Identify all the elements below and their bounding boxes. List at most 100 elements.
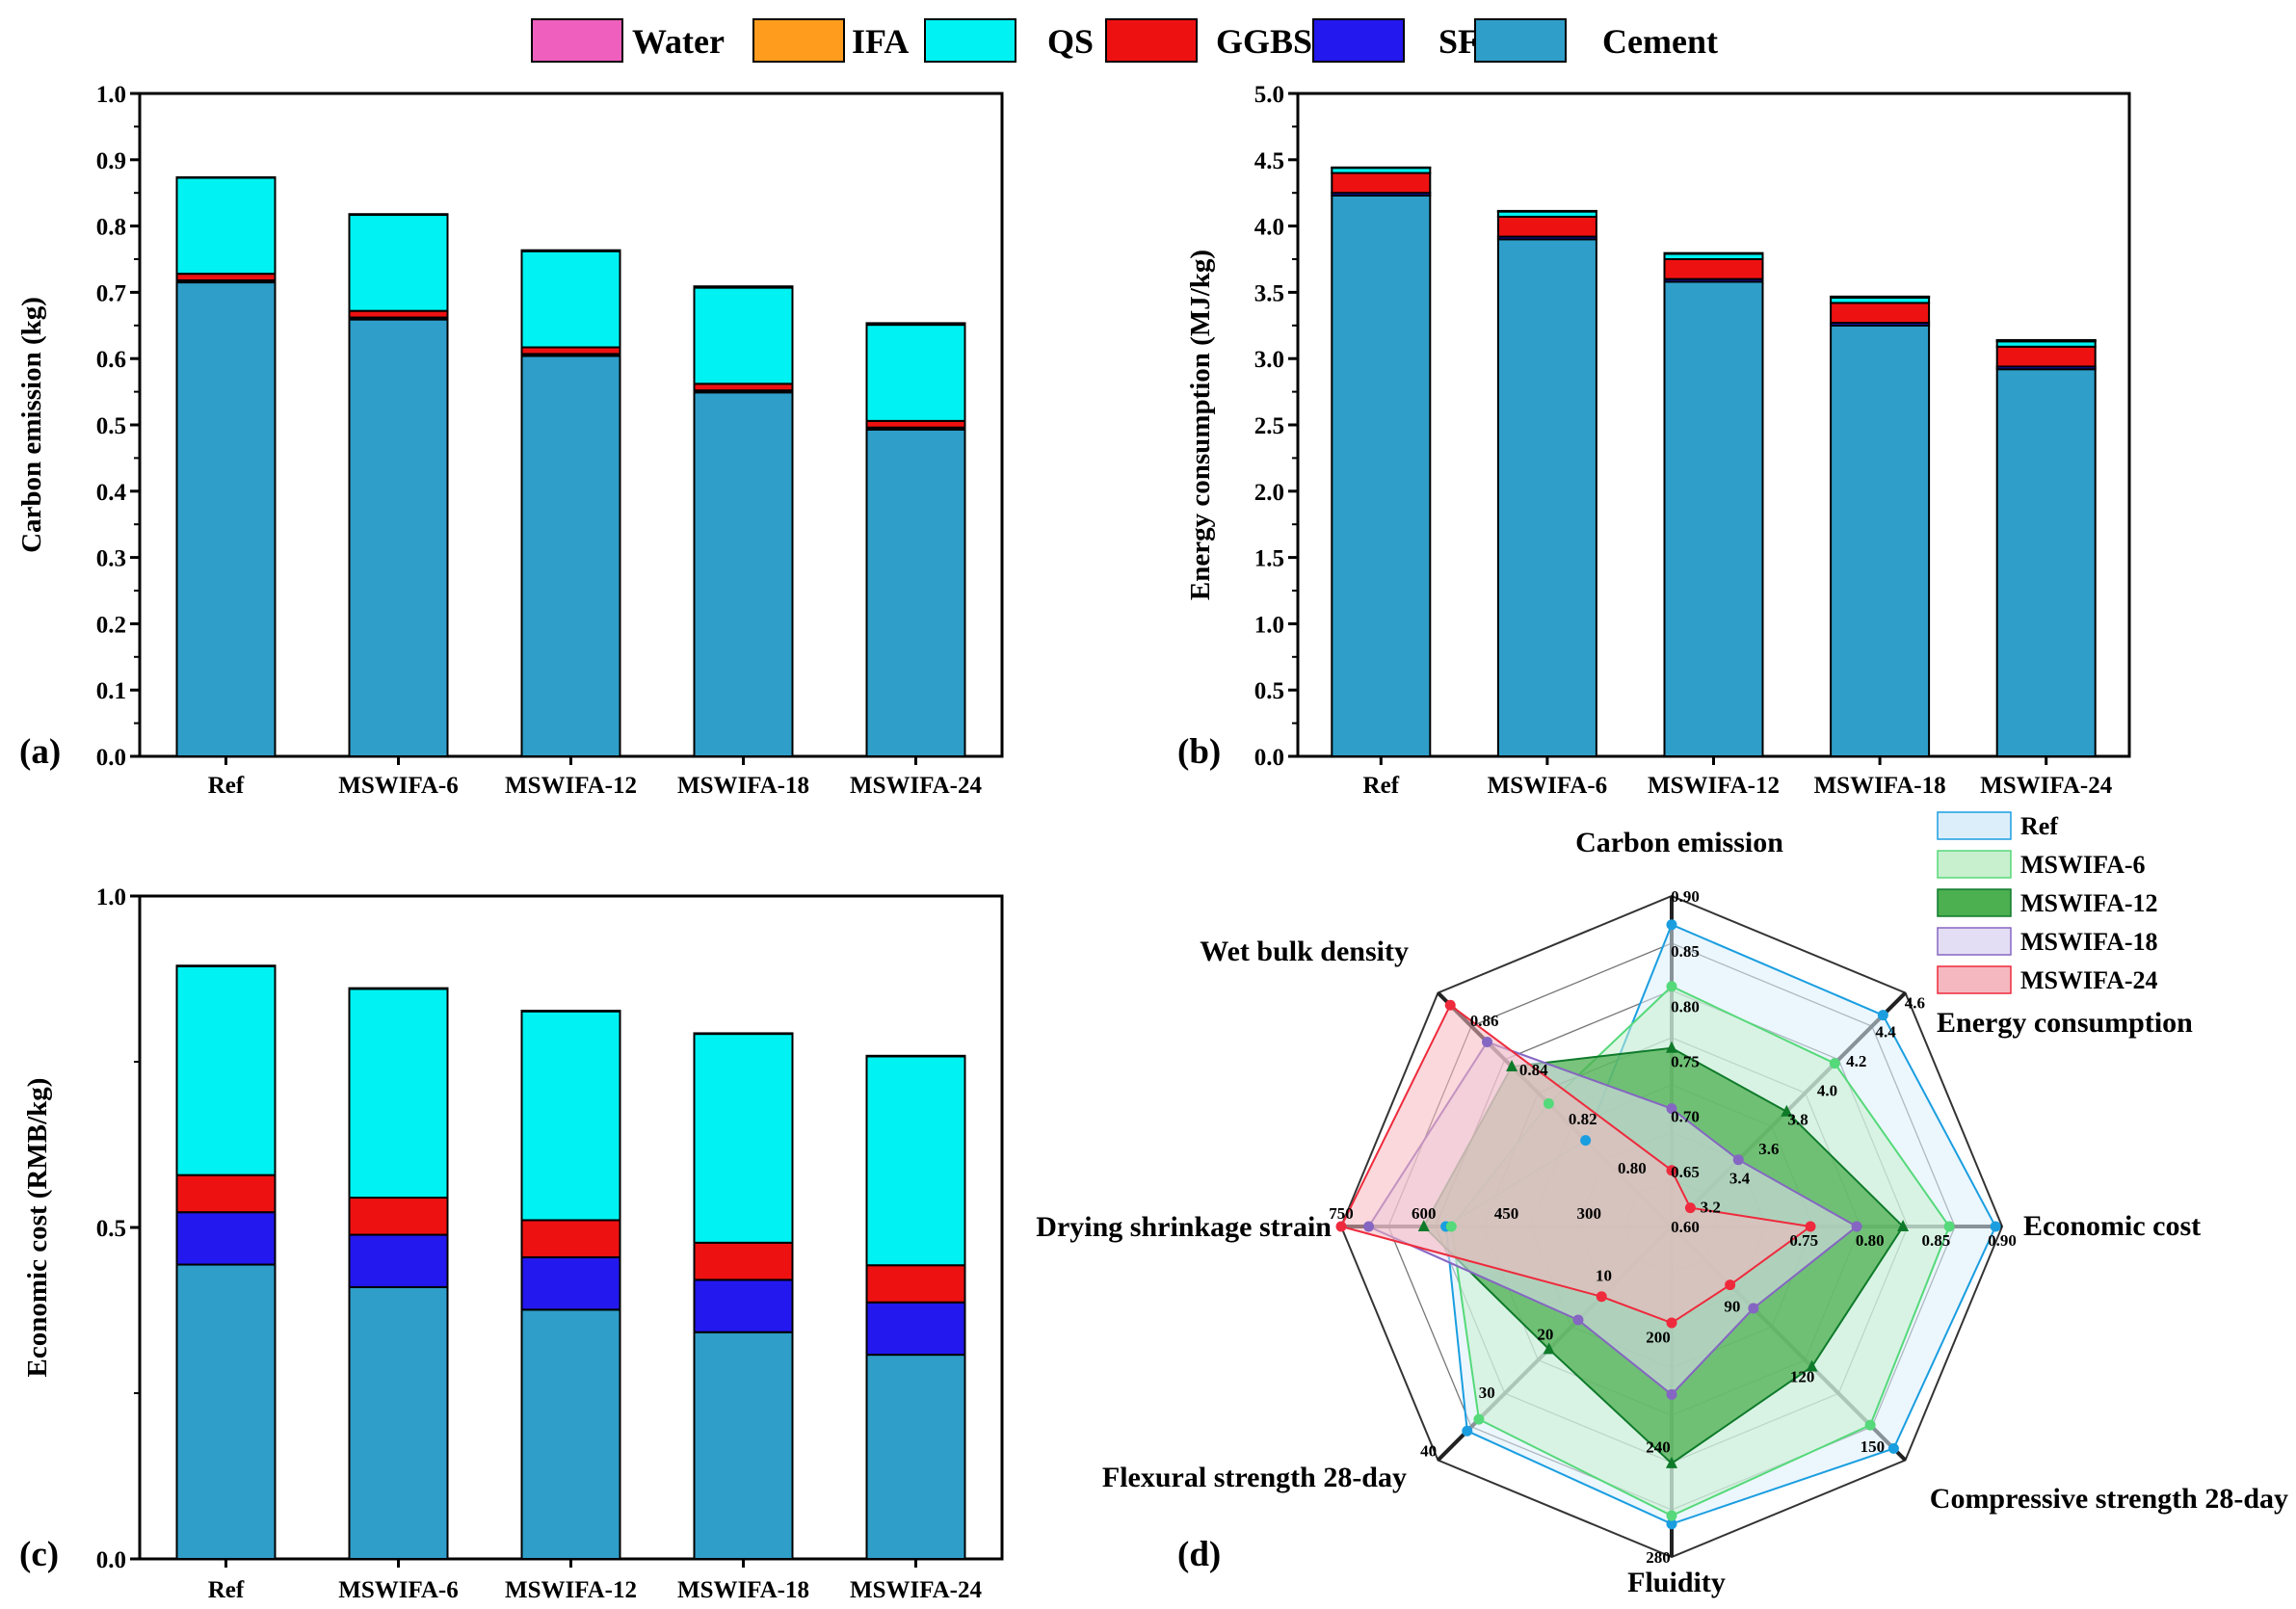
radar-axis-label: Compressive strength 28-day (1930, 1483, 2288, 1515)
y-tick-label: 0.6 (96, 347, 126, 373)
radar-legend-swatch (1937, 927, 2012, 956)
radar-tick-label: 240 (1646, 1438, 1671, 1457)
y-tick-label: 1.0 (96, 82, 126, 108)
bar-segment-cement (865, 428, 966, 757)
radar-tick-label: 300 (1577, 1204, 1602, 1223)
bar-segment-qs (693, 1033, 794, 1244)
radar-tick-label: 0.80 (1671, 997, 1700, 1016)
x-category-label: Ref (208, 1577, 245, 1603)
radar-tick-label: 0.86 (1470, 1012, 1499, 1030)
radar-tick-label: 4.0 (1817, 1081, 1837, 1099)
x-category-label: MSWIFA-12 (505, 773, 637, 799)
bar-segment-qs (175, 964, 277, 1176)
radar-axis-label: Energy consumption (1937, 1007, 2193, 1039)
legend-swatch-cement (1474, 18, 1567, 63)
radar-point-mswifa-24 (1805, 1221, 1816, 1232)
legend-label-cement: Cement (1602, 22, 1718, 61)
radar-tick-label: 280 (1646, 1548, 1671, 1567)
radar-tick-label: 0.84 (1519, 1061, 1548, 1079)
y-tick-label: 0.8 (96, 215, 126, 241)
y-tick-label: 0.7 (96, 280, 126, 306)
radar-legend-label: MSWIFA-6 (2020, 851, 2146, 879)
radar-tick-label: 3.2 (1701, 1199, 1721, 1217)
radar-tick-label: 0.75 (1671, 1053, 1700, 1071)
panel-label: (b) (1177, 732, 1221, 772)
bar-segment-ggbs (175, 1174, 277, 1214)
radar-tick-label: 3.6 (1758, 1140, 1779, 1158)
bar-segment-ggbs (1995, 345, 2097, 368)
panel-label: (d) (1177, 1535, 1221, 1574)
y-tick-label: 5.0 (1254, 82, 1284, 108)
x-category-label: MSWIFA-24 (850, 1577, 983, 1603)
bar-segment-ggbs (520, 346, 621, 356)
radar-point-mswifa-6 (1445, 1221, 1457, 1232)
bar-segment-qs (348, 213, 449, 312)
bar-segment-sf (693, 1279, 794, 1333)
bar-segment-water (865, 1054, 966, 1058)
bar-segment-qs (348, 988, 449, 1200)
legend-swatch-water (531, 18, 623, 63)
radar-point-mswifa-18 (1572, 1314, 1584, 1326)
radar-point-ref (1580, 1135, 1592, 1147)
bar-segment-sf (348, 1233, 449, 1288)
panel-a-carbon-emission-chart: 0.0 0.1 0.2 0.3 0.4 0.5 0.6 0.7 0.8 0.9 1.0 Ref MSWI… (16, 82, 1004, 799)
top-legend: Water IFA QS GGBS SF Cement (531, 18, 1718, 63)
radar-point-mswifa-12 (1417, 1220, 1430, 1231)
bar-segment-cement (1496, 238, 1597, 758)
x-category-label: MSWIFA-18 (677, 1577, 809, 1603)
radar-axis-label: Wet bulk density (1200, 936, 1409, 967)
bar-segment-qs (865, 1055, 966, 1267)
bar-segment-water (865, 322, 966, 325)
bar-segment-sf (865, 1301, 966, 1357)
radar-point-mswifa-6 (1666, 1510, 1677, 1521)
x-category-label: Ref (1363, 773, 1400, 799)
radar-point-mswifa-24 (1596, 1291, 1607, 1303)
bar-segment-qs (520, 1010, 621, 1222)
bar-segment-cement (520, 355, 621, 757)
bar-segment-ggbs (1663, 258, 1764, 280)
legend-swatch-sf (1312, 18, 1405, 63)
radar-point-ref (1666, 919, 1677, 931)
legend-label-water: Water (632, 22, 725, 61)
y-axis-label: Economic cost (RMB/kg) (22, 1078, 53, 1378)
bar-segment-water (348, 213, 449, 216)
bar-segment-qs (693, 286, 794, 385)
bar-segment-qs (520, 250, 621, 349)
panel-label: (a) (19, 732, 61, 772)
bar-segment-water (693, 285, 794, 288)
radar-legend-swatch (1937, 850, 2012, 879)
bar-segment-cement (693, 1331, 794, 1560)
y-tick-label: 0.0 (96, 745, 126, 771)
radar-point-mswifa-24 (1335, 1221, 1347, 1232)
bar-segment-ggbs (693, 382, 794, 392)
bar-segment-ggbs (520, 1219, 621, 1258)
y-tick-label: 2.0 (1254, 480, 1284, 506)
radar-tick-label: 0.80 (1856, 1231, 1885, 1250)
radar-tick-label: 3.4 (1729, 1169, 1751, 1187)
radar-point-mswifa-12 (1506, 1060, 1518, 1072)
radar-point-mswifa-24 (1666, 1165, 1677, 1176)
legend-label-qs: QS (1047, 22, 1094, 61)
legend-label-ggbs: GGBS (1216, 22, 1312, 61)
radar-tick-label: 200 (1646, 1328, 1671, 1346)
y-tick-label: 4.5 (1254, 148, 1284, 174)
radar-tick-label: 4.4 (1875, 1023, 1896, 1042)
x-category-label: Ref (208, 773, 245, 799)
radar-tick-label: 150 (1861, 1438, 1886, 1456)
legend-label-ifa: IFA (852, 22, 909, 61)
radar-tick-label: 120 (1790, 1367, 1815, 1385)
y-tick-label: 0.5 (1254, 678, 1284, 704)
radar-legend-swatch (1937, 811, 2012, 840)
panel-c-economic-cost-chart: 0.0 0.5 1.0 Ref MSWIFA-6 MSWIFA-12 MSWIFA-18 MS… (19, 884, 1004, 1603)
radar-point-mswifa-12 (1806, 1359, 1818, 1372)
radar-point-mswifa-6 (1864, 1419, 1876, 1431)
radar-point-mswifa-12 (1666, 1456, 1677, 1468)
bar-segment-water (693, 1032, 794, 1036)
radar-point-mswifa-12 (1543, 1342, 1555, 1355)
y-tick-label: 3.5 (1254, 280, 1284, 306)
radar-tick-label: 4.2 (1846, 1052, 1866, 1070)
bar-segment-cement (520, 1308, 621, 1560)
y-tick-label: 0.0 (96, 1547, 126, 1573)
x-category-label: MSWIFA-18 (1814, 773, 1946, 799)
bar-segment-water (1663, 251, 1764, 255)
